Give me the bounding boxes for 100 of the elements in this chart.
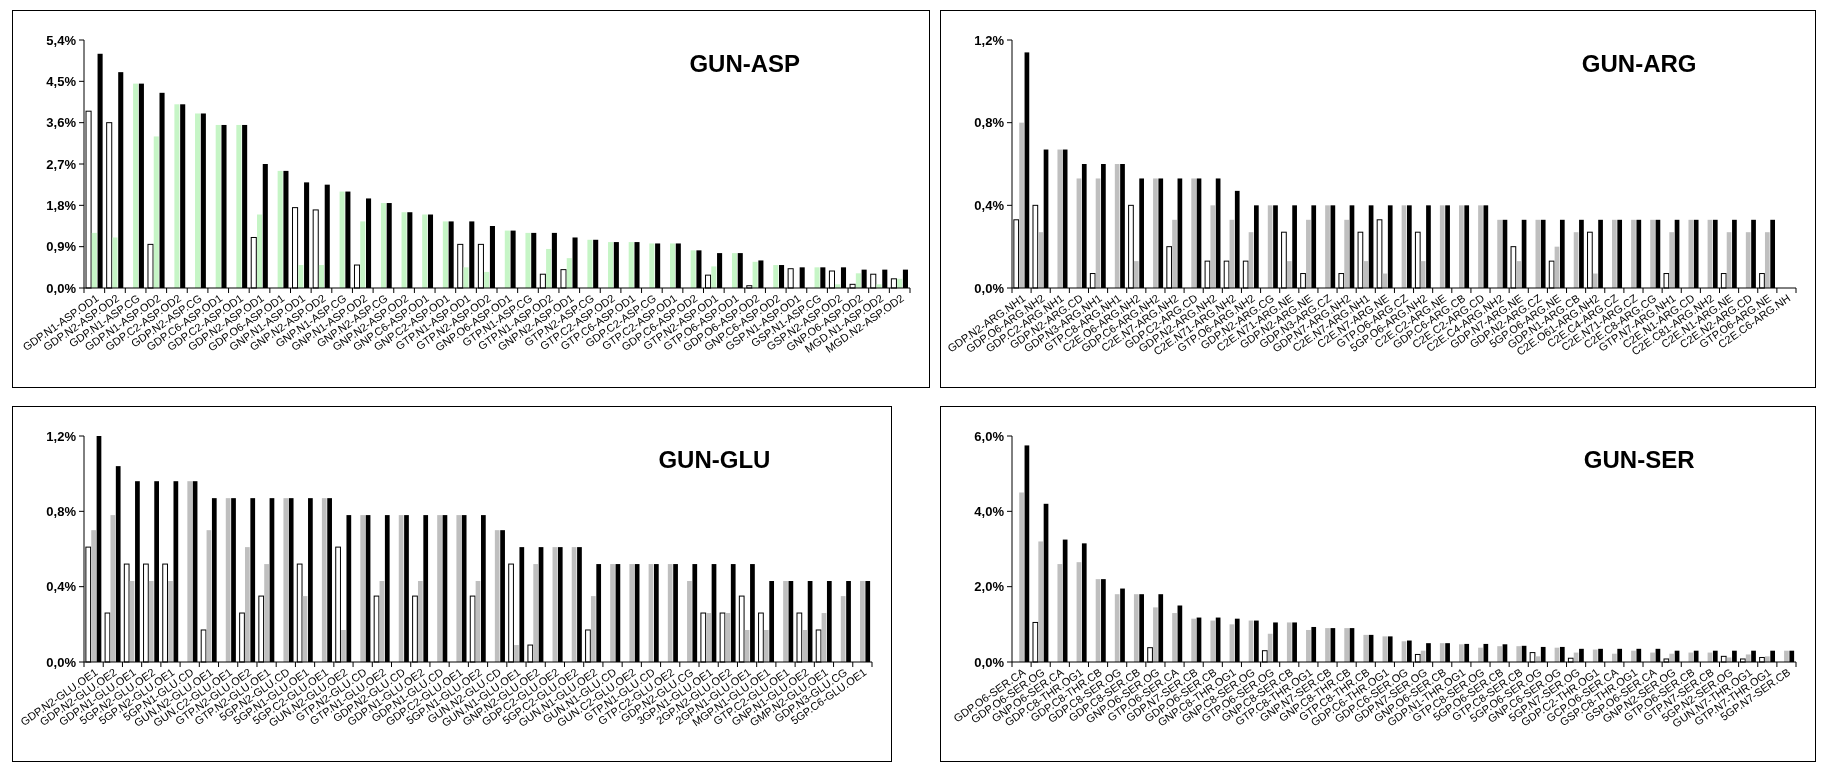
bar (840, 596, 846, 662)
bar (1172, 219, 1177, 288)
bar (649, 243, 655, 288)
bar (264, 564, 269, 662)
bar (1478, 647, 1483, 662)
bar (1784, 650, 1789, 662)
bar (687, 581, 692, 662)
bar (566, 258, 572, 288)
y-tick-label: 4,5% (46, 73, 77, 89)
bar (422, 214, 428, 288)
bar (112, 237, 118, 288)
bar (1114, 594, 1120, 662)
bar (629, 564, 635, 662)
bar (187, 481, 193, 662)
bar (1688, 652, 1694, 662)
bar (148, 581, 154, 662)
bar (1286, 261, 1292, 288)
y-tick-label: 2,0% (974, 579, 1005, 595)
bar (1745, 232, 1751, 288)
bar (1516, 261, 1522, 288)
bar (667, 564, 673, 662)
y-tick-label: 2,7% (46, 156, 77, 172)
bar (1057, 149, 1063, 288)
bar (546, 248, 552, 288)
bar (628, 242, 634, 288)
bar (1306, 219, 1311, 288)
bar (1497, 219, 1502, 288)
bar (855, 273, 861, 288)
bar (504, 230, 510, 288)
bar (339, 191, 345, 288)
y-tick-label: 0,4% (974, 197, 1005, 213)
bar (1459, 644, 1464, 662)
bar (711, 266, 717, 288)
y-tick-label: 1,8% (46, 197, 77, 213)
bar (1133, 261, 1139, 288)
bar (298, 265, 304, 288)
bar (763, 629, 769, 662)
bar (1363, 634, 1369, 662)
bar (341, 629, 346, 662)
bar (1764, 232, 1770, 288)
bar (1611, 653, 1617, 662)
bar (1191, 618, 1197, 662)
bar (1478, 205, 1483, 288)
bar (277, 170, 283, 288)
bar (1057, 564, 1063, 662)
bar (876, 284, 882, 288)
y-tick-label: 6,0% (974, 428, 1005, 444)
y-tick-label: 1,2% (974, 32, 1005, 48)
bar (484, 271, 490, 288)
y-tick-label: 0,4% (46, 579, 77, 595)
bar (91, 530, 96, 662)
bar (1344, 219, 1349, 288)
bar (1038, 541, 1044, 662)
bar (1592, 649, 1598, 662)
bar (533, 564, 539, 662)
bar (195, 113, 201, 288)
bar (1669, 232, 1675, 288)
bar (1669, 653, 1675, 662)
bar (168, 581, 173, 662)
bar (1497, 646, 1502, 662)
chart-title: GUN-ARG (1581, 50, 1697, 77)
bar (610, 564, 615, 662)
bar (174, 104, 180, 288)
y-tick-label: 0,8% (974, 115, 1005, 131)
bar (814, 267, 820, 288)
chart-title: GUN-ASP (689, 50, 801, 77)
bar (360, 515, 366, 662)
bar (456, 515, 462, 662)
bar (283, 498, 289, 662)
bar (153, 136, 159, 288)
bar (401, 212, 407, 288)
bar (860, 581, 865, 662)
bar (725, 613, 731, 662)
bar (1286, 622, 1292, 662)
y-tick-label: 0,0% (974, 654, 1005, 670)
bar (1631, 650, 1636, 662)
bar (1363, 261, 1369, 288)
bar (236, 124, 242, 288)
bar (590, 596, 596, 662)
y-tick-label: 0,9% (46, 239, 77, 255)
y-tick-label: 3,6% (46, 115, 77, 131)
bar (731, 253, 738, 288)
bar (1019, 122, 1024, 288)
bar (1038, 232, 1044, 288)
bar (91, 232, 97, 288)
bar (256, 214, 263, 288)
bar (802, 629, 808, 662)
y-tick-label: 4,0% (974, 503, 1005, 519)
bar (1153, 607, 1158, 662)
bar (1439, 643, 1445, 662)
bar (442, 221, 448, 288)
bar (1516, 646, 1522, 662)
bar (1210, 205, 1216, 288)
bar (1650, 652, 1655, 662)
bar (690, 250, 696, 288)
bar (1210, 620, 1216, 662)
bar (133, 83, 139, 288)
bar (225, 498, 231, 662)
bar (1325, 628, 1330, 662)
y-tick-label: 0,0% (46, 280, 77, 296)
